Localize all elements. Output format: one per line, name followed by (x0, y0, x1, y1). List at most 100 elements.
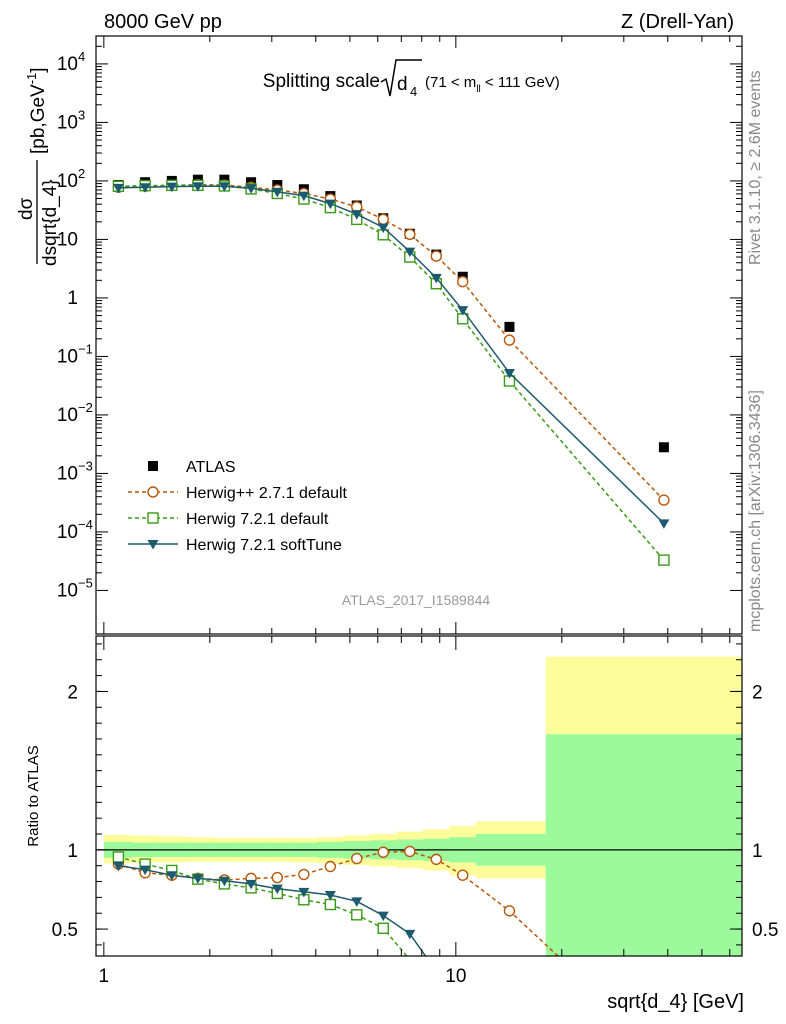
data-point (503, 369, 515, 379)
main-panel-frame (95, 35, 743, 635)
data-point (658, 519, 670, 529)
title-range-sub: ll (476, 84, 480, 95)
ratio-series (112, 845, 559, 956)
ylabel-den: dsqrt{d_4} (40, 179, 61, 266)
watermark: ATLAS_2017_I1589844 (342, 592, 491, 608)
ratio-point (218, 876, 230, 887)
legend-item-herwig-7-2-1-default: Herwig 7.2.1 default (128, 511, 329, 528)
y-tick-label: 1 (67, 288, 78, 309)
ratio-point (377, 922, 389, 934)
legend-label: ATLAS (186, 459, 236, 476)
ratio-point (503, 905, 516, 917)
y-tick-exponent: 2 (78, 166, 85, 181)
data-point (298, 191, 310, 202)
legend-item-atlas: ATLAS (148, 459, 236, 476)
x-tick-label: 10 (445, 966, 466, 987)
title-main: Splitting scale (263, 71, 380, 92)
ratio-y-tick-label: 1 (67, 841, 78, 862)
x-tick-label: 1 (99, 966, 110, 987)
legend-label: Herwig 7.2.1 default (186, 511, 329, 528)
ratio-point (245, 879, 257, 890)
ylabel-num: dσ (16, 197, 37, 220)
ratio-point (298, 868, 310, 881)
header-right: Z (Drell-Yan) (621, 11, 734, 33)
title-var-sub: 4 (410, 84, 417, 99)
title-range-post: < 111 GeV) (481, 74, 560, 91)
title-var: d (397, 74, 408, 95)
ratio-point (139, 865, 151, 876)
legend-marker (147, 540, 159, 550)
main-series (112, 174, 670, 566)
main-title: Splitting scale d 4 (71 < mll < 111 GeV) (263, 59, 560, 99)
ratio-point (377, 846, 389, 858)
ratio-point (351, 852, 363, 865)
sqrt-sign (380, 59, 422, 97)
data-point (377, 223, 389, 233)
ratio-point (112, 861, 124, 872)
ratio-line (118, 850, 559, 956)
data-point (271, 187, 283, 198)
ratio-point (351, 909, 363, 921)
data-point (504, 321, 515, 332)
y-tick-label: 10 (57, 522, 78, 543)
data-point (430, 250, 443, 262)
ratio-point (404, 845, 416, 858)
data-point (658, 494, 670, 506)
y-tick-label: 10 (57, 463, 78, 484)
series-line (118, 184, 665, 561)
y-tick-exponent: 4 (78, 49, 85, 64)
data-point (166, 182, 178, 193)
series-herwig-7-2-1-softtune (112, 182, 670, 529)
ratio-point (324, 898, 337, 911)
data-point (404, 247, 416, 258)
ratio-point (324, 860, 337, 873)
data-point (503, 334, 516, 346)
ratio-y-tick-label-right: 0.5 (752, 920, 778, 941)
legend-marker (147, 486, 159, 498)
data-point (245, 184, 257, 194)
ratio-y-tick-label: 2 (67, 682, 78, 703)
data-point (377, 213, 389, 226)
y-tick-label: 10 (57, 54, 78, 75)
ratio-point (324, 891, 336, 901)
series-line (118, 185, 665, 524)
legend-item-herwig-7-2-1-softtune: Herwig 7.2.1 softTune (128, 537, 342, 554)
y-tick-exponent: −5 (78, 575, 93, 590)
ratio-point (271, 871, 283, 884)
ratio-point (112, 851, 125, 863)
ylabel-unit: [pb,GeV-1] (24, 67, 49, 154)
header-left: 8000 GeV pp (104, 11, 222, 33)
ratio-point (404, 929, 416, 940)
ratio-bands (103, 656, 742, 956)
ratio-y-tick-label-right: 2 (752, 682, 763, 703)
y-tick-label: 10 (57, 405, 78, 426)
y-tick-exponent: −3 (78, 458, 93, 473)
legend-marker (148, 461, 158, 471)
y-tick-label: 10 (57, 580, 78, 601)
y-tick-label: 10 (57, 112, 78, 133)
data-point (457, 275, 469, 288)
ratio-point (457, 869, 469, 881)
ratio-panel: 0.5 0.5 1 1 2 2 1 10 (52, 635, 778, 987)
legend-label: Herwig++ 2.7.1 default (186, 485, 348, 502)
y-tick-exponent: −1 (78, 341, 93, 356)
ratio-point (430, 853, 443, 866)
y-tick-label: 10 (57, 346, 78, 367)
ratio-point (351, 897, 363, 907)
data-point (192, 182, 204, 192)
ylabel-unit-open: [pb,GeV (28, 84, 49, 154)
main-y-label: dσ dsqrt{d_4} [pb,GeV-1] (16, 67, 61, 266)
title-range-pre: (71 < m (425, 74, 476, 91)
y-tick-exponent: 3 (78, 107, 85, 122)
ylabel-unit-sup: -1 (24, 73, 39, 85)
side-label-rivet: Rivet 3.1.10, ≥ 2.6M events (747, 70, 764, 265)
data-point (658, 442, 669, 453)
ratio-series-herwig-7-2-1-softtune (112, 861, 427, 956)
ratio-point (298, 887, 310, 898)
data-point (430, 273, 442, 284)
data-point (112, 183, 124, 194)
ratio-y-label: Ratio to ATLAS (25, 745, 42, 846)
data-point (404, 228, 416, 241)
